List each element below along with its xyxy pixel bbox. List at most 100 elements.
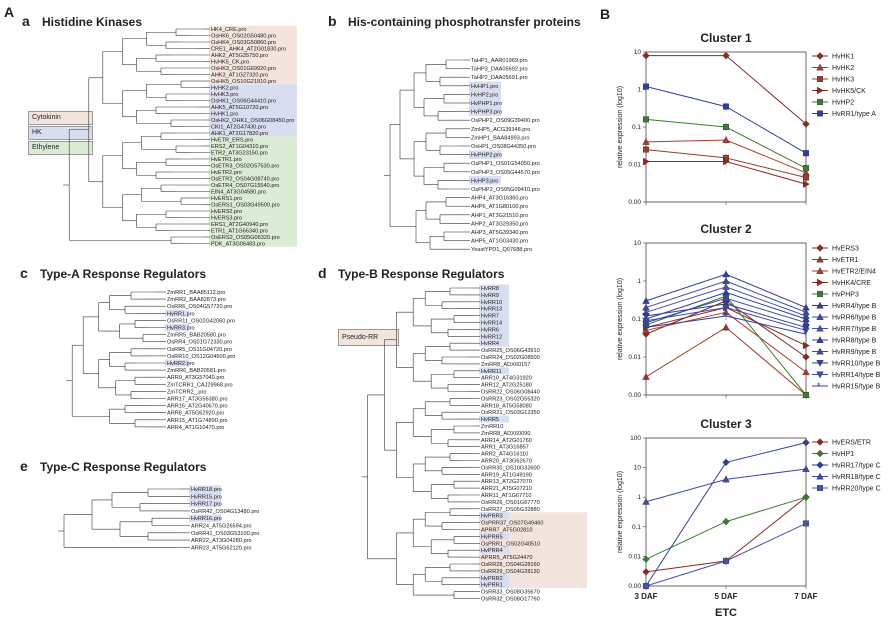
- data-marker: *: [817, 381, 821, 391]
- leaf-label: HvRR11: [481, 369, 502, 375]
- data-marker: [816, 63, 824, 71]
- y-tick-label: 0.1: [632, 524, 641, 531]
- leaf-label: AHK2_AT5G35750.pro: [211, 53, 268, 59]
- y-tick-label: 0.1: [632, 316, 641, 323]
- data-marker: [816, 244, 824, 252]
- leaf-label: OsETR2_OS04G08740.pro: [211, 177, 279, 183]
- leaf-label: HvRR5: [481, 417, 499, 423]
- leaf-label: OsRR30_OS10G32600: [481, 465, 540, 471]
- data-marker: [722, 270, 730, 278]
- leaf-label: OsRR24_OS02G08500: [481, 355, 540, 361]
- data-marker: [803, 341, 810, 350]
- leaf-label: ETR1_AT1G66340.pro: [211, 229, 268, 235]
- data-marker: [803, 174, 810, 181]
- leaf-label: OsPHP2_OS05G09410.pro: [471, 187, 540, 193]
- leaf-label: ARR8_AT5G62920.pro: [167, 411, 224, 417]
- leaf-label: OsRR32_OS08G17760: [481, 597, 540, 603]
- data-marker: [642, 317, 650, 325]
- leaf-label: OsHK6_OS02G50480.pro: [211, 34, 276, 40]
- leaf-label: HvRR4: [481, 341, 499, 347]
- leaf-label: OsPHP3_OS05G44570.pro: [471, 170, 540, 176]
- leaf-label: ARR19_AT1G49190: [481, 472, 532, 478]
- leaf-label: AHP6_AT1G80100.pro: [471, 204, 528, 210]
- data-marker: [816, 438, 824, 446]
- x-tick-label: 5 DAF: [714, 592, 737, 601]
- clade-highlight: [165, 359, 189, 367]
- leaf-label: ARR1_AT3G16857: [481, 445, 529, 451]
- leaf-label: HvRR8: [481, 286, 499, 292]
- leaf-label: OsHP1_OS08G44350.pro: [471, 144, 536, 150]
- data-marker: [802, 438, 810, 447]
- leaf-label: TaHP2_DAA05691.pro: [471, 75, 528, 81]
- clade-highlight: [479, 546, 509, 554]
- leaf-label: ARR15_AT1G74890.pro: [167, 418, 228, 424]
- leaf-label: ARR24_AT5G26594.pro: [191, 524, 252, 530]
- leaf-label: AHP2_AT3G29350.pro: [471, 221, 528, 227]
- leaf-label: ZmHP1_BAA84993.pro: [471, 135, 529, 141]
- panel-b-letter: b: [328, 13, 337, 29]
- leaf-label: HvERS2.pro: [211, 209, 242, 215]
- clade-highlight: [479, 284, 509, 347]
- data-marker: [723, 123, 730, 130]
- data-marker: [817, 75, 824, 82]
- legend-entry: HvERS/ETR: [832, 440, 871, 447]
- leaf-label: HvHP3.pro: [471, 178, 498, 184]
- leaf-label: HvRR7: [481, 314, 499, 320]
- leaf-label: OsRR27_OS05G32880: [481, 507, 540, 513]
- y-tick-label: 0.00: [628, 199, 641, 206]
- leaf-label: HvHK3.pro: [211, 92, 238, 98]
- clade-highlight: [189, 485, 221, 508]
- data-marker: [642, 138, 650, 145]
- legend-pseudo-rr: Pseudo-RR: [338, 329, 399, 346]
- data-marker: [816, 255, 824, 263]
- data-marker: [802, 353, 810, 361]
- data-marker: [816, 313, 824, 320]
- legend-entry: HvHK1: [832, 54, 854, 61]
- legend-entry: HvERS3: [832, 246, 859, 253]
- data-marker: [642, 497, 650, 505]
- y-tick-label: 0.00: [628, 392, 641, 399]
- leaf-label: OsRR4_OS01G72330.pro: [167, 340, 232, 346]
- leaf-label: HvPRR1: [481, 583, 503, 589]
- leaf-label: HvPHP1.pro: [471, 101, 502, 107]
- legend-entry: HvHK3: [832, 77, 854, 84]
- data-marker: [816, 371, 824, 379]
- panel-e-title: Type-C Response Regulators: [40, 460, 207, 474]
- leaf-label: HvETR2.pro: [211, 170, 242, 176]
- legend-entry: HvRR1/type A: [832, 111, 876, 118]
- figure-label-a: A: [4, 4, 15, 20]
- legend-entry: HvRR15/type B: [832, 384, 881, 391]
- leaf-label: CKI1_AT2G47430.pro: [211, 125, 266, 131]
- leaf-label: ERS1_AT2G40940.pro: [211, 222, 268, 228]
- data-marker: [817, 278, 824, 287]
- clade-highlight: [209, 84, 297, 137]
- leaf-label: OsRR21_OS03G12350: [481, 410, 540, 416]
- leaf-label: HvRR12: [481, 334, 502, 340]
- series-line: [645, 496, 807, 560]
- x-axis-label: ETC: [715, 607, 737, 619]
- data-marker: [722, 136, 730, 143]
- leaf-label: ARR13_AT2G27070: [481, 479, 532, 485]
- legend-entry: HvHP1: [832, 451, 854, 458]
- legend-entry: HvHK2: [832, 65, 854, 72]
- leaf-label: OsERS1_OS03G49500.pro: [211, 203, 280, 209]
- leaf-label: ARR22_AT3G04280.pro: [191, 538, 252, 544]
- data-marker: [803, 150, 810, 157]
- data-marker: [643, 583, 650, 590]
- data-marker: [722, 288, 730, 296]
- leaf-label: OsRR6_OS04G57720.pro: [167, 304, 232, 310]
- legend-entry: HvRR17/type C: [832, 463, 881, 470]
- leaf-label: OsPHP2_OS09G39400.pro: [471, 118, 540, 124]
- data-marker: [722, 475, 730, 483]
- leaf-label: CRE1_AHK4_AT2G01830.pro: [211, 47, 286, 53]
- y-tick-label: 10: [634, 465, 642, 472]
- panel-d-title: Type-B Response Regulators: [338, 267, 505, 281]
- leaf-label: OsRR29_OS04G28130: [481, 569, 540, 575]
- leaf-label: HvERS3.pro: [211, 216, 242, 222]
- panel-e-letter: e: [20, 458, 28, 474]
- leaf-label: HvETR1.pro: [211, 157, 242, 163]
- leaf-label: ARR23_AT5G62120.pro: [191, 545, 252, 551]
- data-marker: [816, 324, 824, 332]
- panel-b-title: His-containing phosphotransfer proteins: [348, 15, 581, 29]
